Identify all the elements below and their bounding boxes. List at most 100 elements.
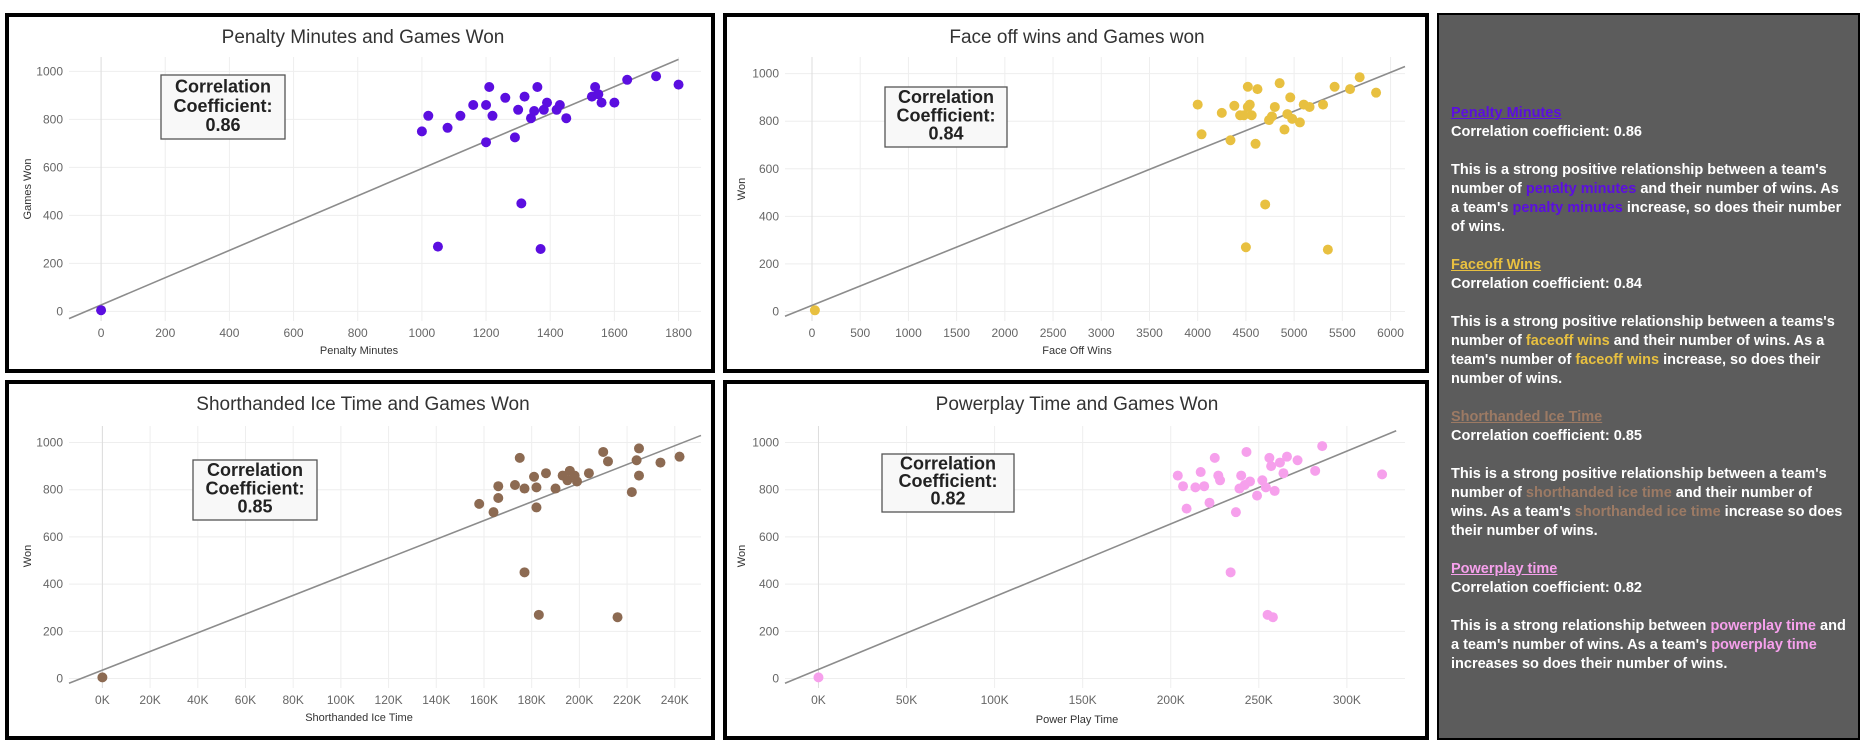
data-point [432, 241, 443, 252]
data-point [596, 97, 607, 108]
x-tick-label: 2000 [991, 326, 1018, 340]
data-point [519, 567, 530, 578]
data-point [484, 82, 495, 92]
x-tick-label: 1600 [601, 326, 628, 340]
data-point [468, 100, 479, 110]
x-tick-label: 1000 [895, 326, 922, 340]
data-point [602, 456, 613, 467]
data-point [1260, 482, 1271, 493]
x-tick-label: 150K [1069, 693, 1097, 707]
x-tick-label: 100K [327, 693, 355, 707]
data-point [1252, 84, 1263, 95]
trend-line [784, 429, 1397, 685]
x-tick-label: 200K [565, 693, 593, 707]
data-point [1317, 441, 1328, 452]
correlation-box-frame [160, 74, 286, 140]
correlation-label-line: Coefficient: [206, 478, 305, 498]
data-point [516, 198, 527, 209]
data-point [1225, 135, 1236, 146]
summary-text: increase, so does their number of wins. [1451, 200, 1842, 235]
summary-highlight: shorthanded ice time [1525, 485, 1672, 501]
summary-highlight: powerplay time [1710, 618, 1816, 634]
trend-line [68, 58, 679, 320]
y-tick-label: 1000 [752, 436, 779, 450]
data-point [550, 483, 561, 494]
data-point [1377, 469, 1388, 480]
x-tick-label: 100K [981, 693, 1009, 707]
chart-panel-penalty-minutes: 0 200 400 600 800 1000 1200 1400 1600 1800 0 200 400… [5, 13, 715, 373]
summary-text: and their number of wins. As a team's [1451, 485, 1812, 520]
x-axis-label: Penalty Minutes [320, 345, 399, 357]
data-point [1181, 503, 1192, 514]
data-point [651, 71, 662, 82]
x-tick-label: 4000 [1184, 326, 1211, 340]
y-tick-label: 800 [43, 483, 63, 497]
data-point [1196, 129, 1207, 140]
y-tick-label: 0 [772, 672, 779, 686]
data-point [809, 305, 820, 316]
chart-svg-shorthanded-ice-time: 0K 20K 40K 60K 80K 100K 120K 140K 160K 180K 200K 22… [22, 394, 702, 724]
data-point [1178, 481, 1189, 492]
data-point [1285, 92, 1296, 103]
data-point [633, 443, 644, 454]
data-point [474, 498, 485, 509]
summary-text: and their number of wins. As a team's nu… [1451, 333, 1825, 368]
y-tick-label: 200 [43, 624, 63, 638]
x-tick-label: 180K [518, 693, 546, 707]
data-point [583, 468, 594, 479]
data-point [1260, 199, 1271, 210]
chart-svg-faceoff-wins: 0 500 1000 1500 2000 2500 3000 3500 4000 4500 5000… [736, 27, 1406, 357]
data-point [533, 609, 544, 620]
data-point [423, 110, 434, 121]
x-tick-label: 80K [283, 693, 304, 707]
x-tick-label: 1400 [537, 326, 564, 340]
data-point [1172, 470, 1183, 481]
data-point [455, 110, 466, 121]
data-point [1238, 110, 1249, 121]
data-point [529, 471, 540, 482]
data-point [1329, 81, 1340, 92]
correlation-label-line: Coefficient: [174, 96, 273, 116]
summary-section-title: Penalty Minutes [1451, 105, 1562, 121]
y-tick-label: 600 [43, 160, 63, 174]
x-tick-label: 40K [187, 693, 208, 707]
chart-panel-faceoff-wins: 0 500 1000 1500 2000 2500 3000 3500 4000 4500 5000… [723, 13, 1429, 373]
data-point [626, 487, 637, 498]
data-point [509, 480, 520, 491]
summary-highlight: shorthanded ice time [1574, 504, 1721, 520]
summary-text: increase, so does their number of wins. [1451, 352, 1821, 387]
trend-line [68, 434, 702, 685]
data-point [500, 92, 511, 103]
data-point [1229, 100, 1240, 111]
data-point [531, 482, 542, 493]
summary-highlight: penalty minutes [1525, 181, 1637, 197]
chart-svg-penalty-minutes: 0 200 400 600 800 1000 1200 1400 1600 1800 0 200 400… [22, 27, 701, 357]
x-tick-label: 200 [155, 326, 175, 340]
x-tick-label: 220K [613, 693, 641, 707]
data-point [1192, 99, 1203, 110]
data-point [1204, 497, 1215, 508]
data-point [674, 451, 685, 462]
x-tick-label: 60K [235, 693, 256, 707]
data-point [519, 91, 530, 102]
data-point [1230, 507, 1241, 518]
summary-text: and their number of wins. As a team's [1451, 181, 1839, 216]
data-point [514, 452, 525, 463]
x-tick-label: 160K [470, 693, 498, 707]
correlation-label-line: Coefficient: [897, 105, 996, 125]
summary-description: This is a strong positive relationship b… [1451, 161, 1846, 237]
x-tick-label: 3500 [1136, 326, 1163, 340]
y-tick-label: 0 [56, 304, 63, 318]
data-point [1281, 451, 1292, 462]
x-tick-label: 400 [219, 326, 239, 340]
y-tick-label: 600 [43, 530, 63, 544]
data-point [1236, 470, 1247, 481]
x-tick-label: 0 [98, 326, 105, 340]
data-point [1267, 612, 1278, 623]
data-point [481, 137, 492, 148]
x-axis-label: Face Off Wins [1042, 345, 1112, 357]
data-point [1371, 87, 1382, 98]
correlation-box-frame [192, 459, 318, 521]
correlation-label-line: 0.86 [205, 115, 240, 135]
